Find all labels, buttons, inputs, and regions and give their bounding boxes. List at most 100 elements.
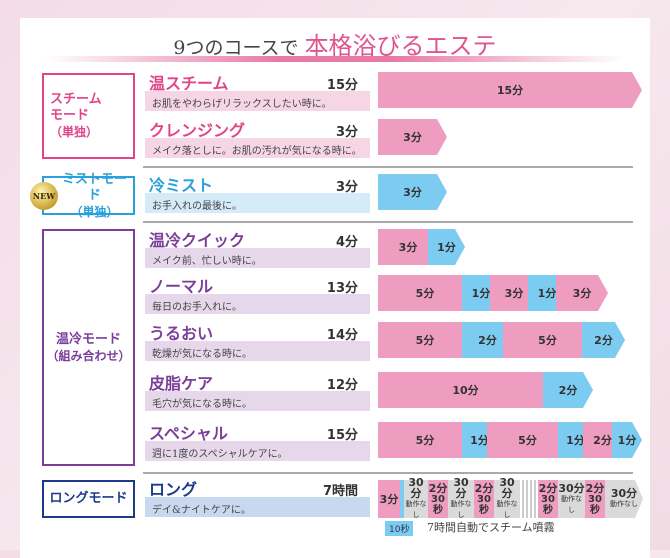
timeline-segment-gray: 30分 動作なし bbox=[605, 480, 643, 518]
mode-label: モード bbox=[50, 108, 90, 123]
segment-label: 3分 bbox=[379, 492, 399, 506]
timeline-segment-pink: 10分 bbox=[378, 372, 553, 408]
segment-label: 5分 bbox=[518, 433, 537, 447]
course-name: ロング bbox=[149, 480, 198, 499]
segment-sublabel: 動作なし bbox=[561, 494, 582, 514]
timeline-segment-pink: 2分 30秒 bbox=[474, 480, 494, 518]
divider bbox=[143, 166, 633, 168]
timeline-segment-blue: 3分 bbox=[378, 174, 447, 210]
timeline-segment-gray: 30分 動作なし bbox=[448, 476, 474, 519]
segment-label: 3分 bbox=[403, 185, 422, 199]
title-underline bbox=[45, 56, 625, 62]
course-name: 温スチーム bbox=[149, 74, 229, 93]
time-skip-marker bbox=[522, 480, 536, 518]
timeline-segment-pink: 5分 bbox=[487, 422, 568, 458]
long-note: 7時間自動でスチーム噴霧 bbox=[427, 521, 555, 534]
course-name: 冷ミスト bbox=[149, 176, 214, 195]
new-badge: NEW bbox=[30, 182, 58, 210]
segment-label: 5分 bbox=[415, 333, 435, 347]
course-row[interactable]: 冷ミスト 3分 お手入れの最後に。 bbox=[145, 172, 370, 216]
segment-label: 3分 bbox=[403, 130, 422, 144]
long-note-tag: 10秒 bbox=[385, 521, 414, 536]
segment-label: 30分 bbox=[453, 476, 469, 500]
segment-label: 5分 bbox=[415, 433, 435, 447]
course-duration: 15分 bbox=[326, 78, 358, 93]
mode-mist: ミストモード （単独） bbox=[42, 172, 135, 219]
course-description: 毛穴が気になる時に。 bbox=[145, 391, 370, 411]
segment-label: 2分 bbox=[538, 481, 558, 495]
mode-long: ロングモード bbox=[42, 480, 135, 518]
segment-label: 30分 bbox=[610, 487, 638, 500]
timeline-segment-gray: 30分 動作なし bbox=[558, 480, 585, 518]
timeline-segment-pink: 3分 bbox=[378, 119, 447, 155]
mode-label: ロングモード bbox=[49, 491, 128, 506]
segment-label: 2分 bbox=[585, 481, 605, 495]
course-duration: 14分 bbox=[326, 328, 358, 343]
course-duration: 4分 bbox=[335, 235, 358, 250]
course-description: メイク落としに。お肌の汚れが気になる時に。 bbox=[145, 138, 370, 158]
timeline-segment-pink: 15分 bbox=[378, 72, 642, 108]
segment-label: 2分 bbox=[558, 383, 578, 397]
course-description: お手入れの最後に。 bbox=[145, 193, 370, 213]
segment-label: 2分 bbox=[474, 481, 494, 495]
segment-label: 15分 bbox=[496, 83, 524, 97]
segment-label: 1分 bbox=[471, 286, 491, 300]
segment-sublabel: 動作なし bbox=[496, 500, 518, 519]
timeline-segment-gray: 30分 動作なし bbox=[404, 476, 428, 519]
timeline-segment-pink: 2分 30秒 bbox=[538, 480, 558, 518]
course-description: 週に1度のスペシャルケアに。 bbox=[145, 441, 370, 461]
segment-label: 1分 bbox=[470, 433, 489, 447]
timeline-segment-pink: 5分 bbox=[378, 422, 472, 458]
mode-label: 温冷モード bbox=[55, 331, 121, 347]
course-name: うるおい bbox=[149, 324, 214, 343]
segment-label: 3分 bbox=[398, 240, 418, 254]
segment-label: 10分 bbox=[452, 383, 479, 397]
timeline-segment-pink: 2分 30秒 bbox=[428, 480, 448, 518]
divider bbox=[143, 221, 633, 223]
segment-label: 5分 bbox=[538, 333, 557, 347]
segment-label: 3分 bbox=[504, 286, 524, 300]
course-duration: 7時間 bbox=[322, 484, 358, 499]
segment-label: 2分 bbox=[478, 333, 497, 347]
timeline-segment-blue: 2分 bbox=[543, 372, 593, 408]
mode-sub: （単独） bbox=[70, 204, 119, 219]
segment-sublabel: 30秒 bbox=[541, 493, 555, 516]
divider bbox=[143, 472, 633, 474]
mode-steam: スチーム モード （単独） bbox=[42, 73, 135, 159]
course-name: 温冷クイック bbox=[149, 231, 246, 250]
segment-label: 30分 bbox=[408, 476, 424, 500]
segment-sublabel: 動作なし bbox=[405, 500, 427, 519]
segment-sublabel: 30秒 bbox=[588, 493, 602, 516]
title-accent: 本格浴びるエステ bbox=[304, 32, 497, 60]
mode-hot-cold: 温冷モード （組み合わせ） bbox=[42, 229, 135, 466]
segment-label: 2分 bbox=[593, 433, 612, 447]
course-row[interactable]: 皮脂ケア 12分 毛穴が気になる時に。 bbox=[145, 370, 370, 414]
course-duration: 3分 bbox=[335, 125, 358, 140]
mode-sub: （単独） bbox=[50, 125, 99, 139]
timeline-segment-pink: 5分 bbox=[503, 322, 592, 358]
segment-sublabel: 動作なし bbox=[610, 500, 638, 508]
course-duration: 3分 bbox=[335, 180, 358, 195]
segment-label: 30分 bbox=[558, 481, 585, 495]
course-name: クレンジング bbox=[149, 121, 246, 140]
course-row[interactable]: スペシャル 15分 週に1度のスペシャルケアに。 bbox=[145, 420, 370, 464]
timeline-segment-pink: 5分 bbox=[378, 322, 472, 358]
course-description: デイ&ナイトケアに。 bbox=[145, 497, 370, 517]
course-row[interactable]: ノーマル 13分 毎日のお手入れに。 bbox=[145, 273, 370, 317]
timeline-segment-pink: 2分 30秒 bbox=[585, 480, 605, 518]
course-row[interactable]: ロング 7時間 デイ&ナイトケアに。 bbox=[145, 476, 370, 520]
segment-label: 5分 bbox=[415, 286, 435, 300]
title-prefix: 9つのコースで bbox=[173, 37, 299, 59]
course-row[interactable]: 温冷クイック 4分 メイク前、忙しい時に。 bbox=[145, 227, 370, 271]
segment-label: 1分 bbox=[617, 433, 637, 447]
page-title: 9つのコースで 本格浴びるエステ bbox=[0, 26, 670, 61]
timeline-segment-pink: 5分 bbox=[378, 275, 472, 311]
course-row[interactable]: うるおい 14分 乾燥が気になる時に。 bbox=[145, 320, 370, 364]
course-duration: 12分 bbox=[326, 378, 358, 393]
course-row[interactable]: クレンジング 3分 メイク落としに。お肌の汚れが気になる時に。 bbox=[145, 117, 370, 161]
segment-label: 30分 bbox=[499, 476, 515, 500]
segment-label: 1分 bbox=[437, 240, 456, 254]
segment-sublabel: 30秒 bbox=[477, 493, 491, 516]
mode-sub: （組み合わせ） bbox=[46, 348, 131, 363]
course-row[interactable]: 温スチーム 15分 お肌をやわらげリラックスしたい時に。 bbox=[145, 70, 370, 114]
